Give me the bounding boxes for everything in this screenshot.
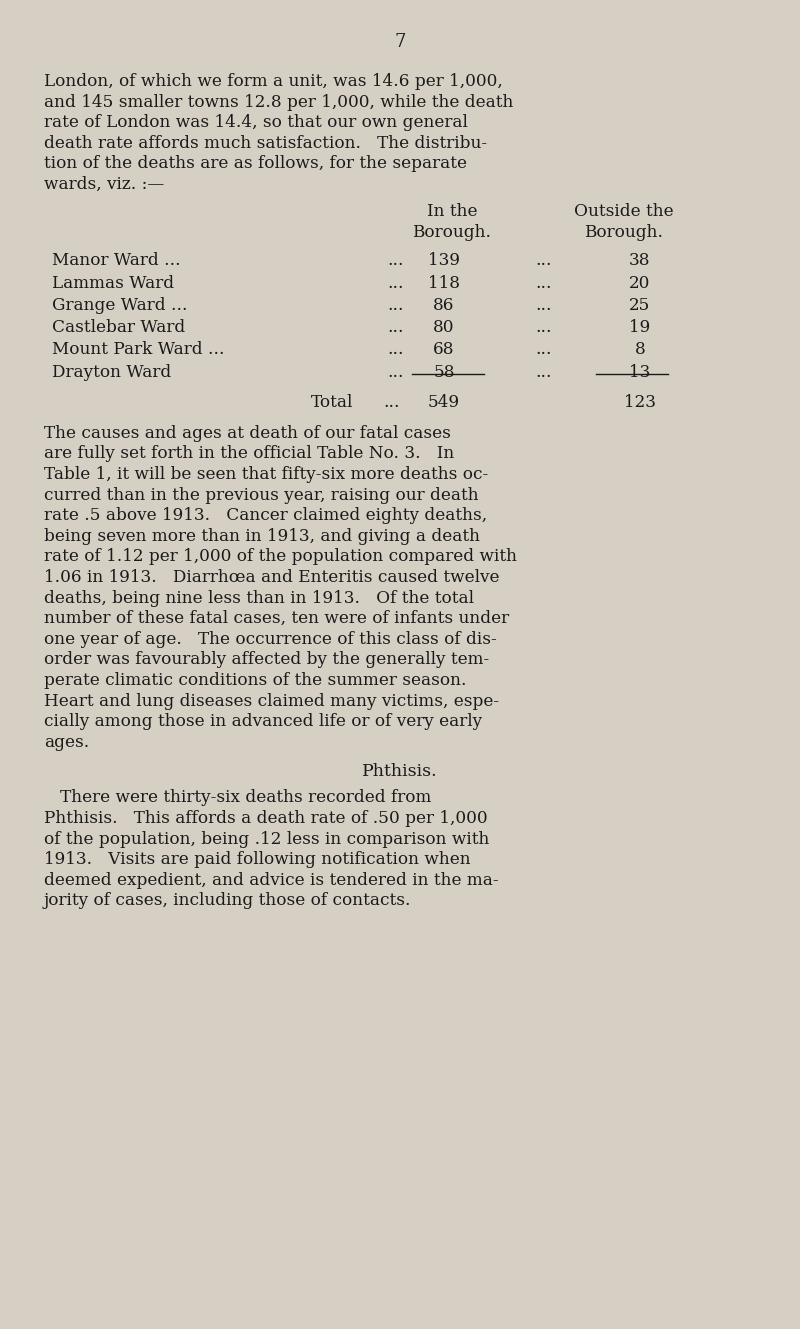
Text: In the: In the — [426, 203, 478, 221]
Text: 1.06 in 1913.   Diarrhœa and Enteritis caused twelve: 1.06 in 1913. Diarrhœa and Enteritis cau… — [44, 569, 499, 586]
Text: Lammas Ward: Lammas Ward — [52, 275, 174, 291]
Text: are fully set forth in the official Table No. 3.   In: are fully set forth in the official Tabl… — [44, 445, 454, 462]
Text: Borough.: Borough. — [585, 223, 663, 241]
Text: ...: ... — [388, 342, 404, 359]
Text: 8: 8 — [634, 342, 646, 359]
Text: ...: ... — [536, 364, 552, 380]
Text: 38: 38 — [630, 253, 650, 270]
Text: wards, viz. :—: wards, viz. :— — [44, 175, 164, 193]
Text: The causes and ages at death of our fatal cases: The causes and ages at death of our fata… — [44, 425, 451, 441]
Text: 80: 80 — [434, 319, 454, 336]
Text: rate .5 above 1913.   Cancer claimed eighty deaths,: rate .5 above 1913. Cancer claimed eight… — [44, 508, 487, 524]
Text: There were thirty-six deaths recorded from: There were thirty-six deaths recorded fr… — [44, 789, 431, 807]
Text: ...: ... — [536, 342, 552, 359]
Text: ...: ... — [536, 319, 552, 336]
Text: Outside the: Outside the — [574, 203, 674, 221]
Text: curred than in the previous year, raising our death: curred than in the previous year, raisin… — [44, 486, 478, 504]
Text: Castlebar Ward: Castlebar Ward — [52, 319, 186, 336]
Text: London, of which we form a unit, was 14.6 per 1,000,: London, of which we form a unit, was 14.… — [44, 73, 502, 90]
Text: 86: 86 — [434, 296, 454, 314]
Text: Grange Ward ...: Grange Ward ... — [52, 296, 187, 314]
Text: death rate affords much satisfaction.   The distribu-: death rate affords much satisfaction. Th… — [44, 134, 487, 152]
Text: ...: ... — [536, 296, 552, 314]
Text: Phthisis.   This affords a death rate of .50 per 1,000: Phthisis. This affords a death rate of .… — [44, 811, 488, 827]
Text: ages.: ages. — [44, 734, 90, 751]
Text: jority of cases, including those of contacts.: jority of cases, including those of cont… — [44, 893, 411, 909]
Text: ...: ... — [388, 319, 404, 336]
Text: ...: ... — [384, 393, 400, 411]
Text: deemed expedient, and advice is tendered in the ma-: deemed expedient, and advice is tendered… — [44, 872, 498, 889]
Text: rate of 1.12 per 1,000 of the population compared with: rate of 1.12 per 1,000 of the population… — [44, 549, 517, 565]
Text: of the population, being .12 less in comparison with: of the population, being .12 less in com… — [44, 831, 490, 848]
Text: ...: ... — [536, 275, 552, 291]
Text: 20: 20 — [630, 275, 650, 291]
Text: order was favourably affected by the generally tem-: order was favourably affected by the gen… — [44, 651, 490, 668]
Text: being seven more than in 1913, and giving a death: being seven more than in 1913, and givin… — [44, 528, 480, 545]
Text: 549: 549 — [428, 393, 460, 411]
Text: one year of age.   The occurrence of this class of dis-: one year of age. The occurrence of this … — [44, 631, 497, 647]
Text: cially among those in advanced life or of very early: cially among those in advanced life or o… — [44, 714, 482, 730]
Text: ...: ... — [388, 296, 404, 314]
Text: 139: 139 — [428, 253, 460, 270]
Text: ...: ... — [536, 253, 552, 270]
Text: deaths, being nine less than in 1913.   Of the total: deaths, being nine less than in 1913. Of… — [44, 590, 474, 606]
Text: Total: Total — [311, 393, 353, 411]
Text: Mount Park Ward ...: Mount Park Ward ... — [52, 342, 225, 359]
Text: 58: 58 — [434, 364, 454, 380]
Text: ...: ... — [388, 253, 404, 270]
Text: 1913.   Visits are paid following notification when: 1913. Visits are paid following notifica… — [44, 852, 470, 868]
Text: Phthisis.: Phthisis. — [362, 763, 438, 780]
Text: ...: ... — [388, 275, 404, 291]
Text: 25: 25 — [630, 296, 650, 314]
Text: 7: 7 — [394, 33, 406, 52]
Text: tion of the deaths are as follows, for the separate: tion of the deaths are as follows, for t… — [44, 155, 467, 173]
Text: Borough.: Borough. — [413, 223, 491, 241]
Text: Drayton Ward: Drayton Ward — [52, 364, 171, 380]
Text: ...: ... — [388, 364, 404, 380]
Text: and 145 smaller towns 12.8 per 1,000, while the death: and 145 smaller towns 12.8 per 1,000, wh… — [44, 94, 514, 110]
Text: perate climatic conditions of the summer season.: perate climatic conditions of the summer… — [44, 672, 466, 688]
Text: Manor Ward ...: Manor Ward ... — [52, 253, 181, 270]
Text: 118: 118 — [428, 275, 460, 291]
Text: rate of London was 14.4, so that our own general: rate of London was 14.4, so that our own… — [44, 114, 468, 132]
Text: Table 1, it will be seen that fifty-six more deaths oc-: Table 1, it will be seen that fifty-six … — [44, 466, 488, 482]
Text: number of these fatal cases, ten were of infants under: number of these fatal cases, ten were of… — [44, 610, 509, 627]
Text: 13: 13 — [630, 364, 650, 380]
Text: 123: 123 — [624, 393, 656, 411]
Text: 68: 68 — [434, 342, 454, 359]
Text: Heart and lung diseases claimed many victims, espe-: Heart and lung diseases claimed many vic… — [44, 692, 499, 710]
Text: 19: 19 — [630, 319, 650, 336]
